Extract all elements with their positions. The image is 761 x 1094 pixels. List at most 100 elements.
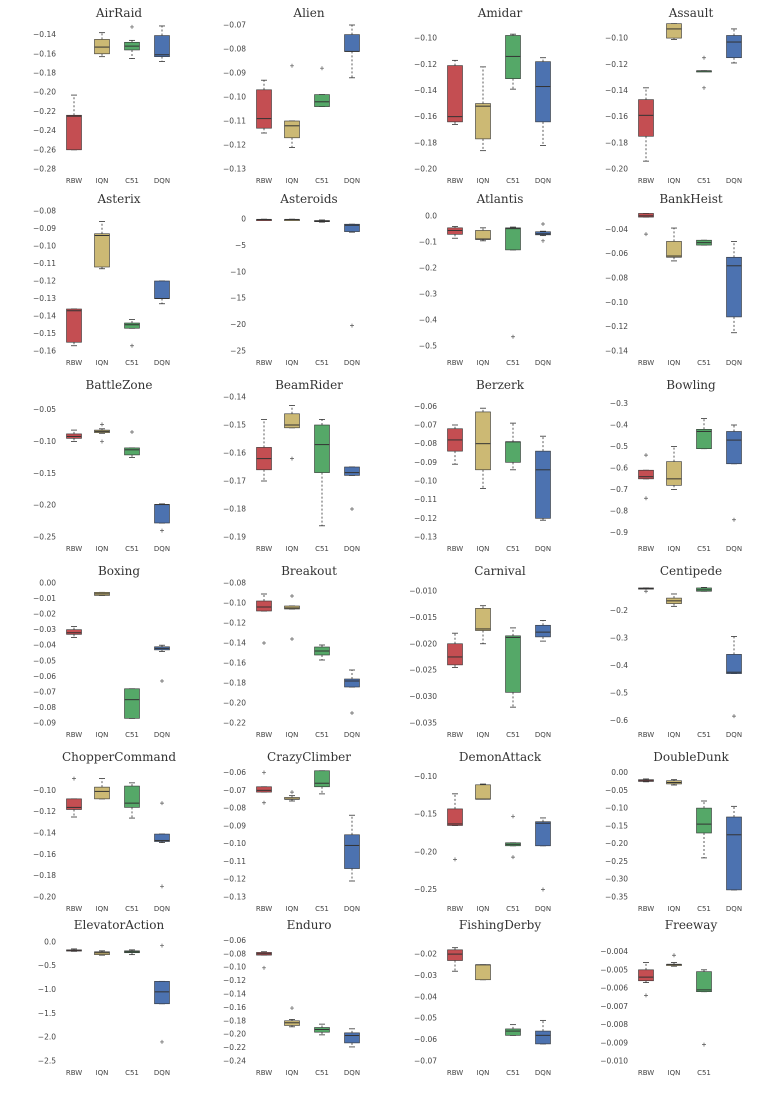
panel-atlantis: Atlantis −0.5 −0.4 −0.3 −0.2 −0.1 0.0 RBW IQN C51… <box>419 192 551 367</box>
y-tick-label: −0.008 <box>600 1020 628 1029</box>
box-body <box>314 94 330 107</box>
y-tick-label: −0.08 <box>414 439 437 448</box>
box-body <box>696 429 712 449</box>
box-dqn <box>535 57 551 146</box>
panel-title: ElevatorAction <box>74 918 165 932</box>
box-iqn <box>666 227 682 262</box>
x-tick-label: IQN <box>96 731 109 739</box>
x-tick-label: RBW <box>638 177 654 185</box>
y-tick-label: −5 <box>235 241 246 250</box>
y-tick-label: −0.10 <box>414 34 437 43</box>
box-iqn <box>666 23 682 40</box>
y-tick-label: −0.6 <box>610 716 628 725</box>
box-body <box>256 89 272 129</box>
box-dqn <box>154 280 170 305</box>
box-body <box>696 971 712 993</box>
x-tick-label: C51 <box>315 359 329 367</box>
flier-marker <box>644 232 648 237</box>
box-rbw <box>66 308 82 347</box>
y-tick-label: −0.10 <box>223 963 246 972</box>
y-tick-label: −0.06 <box>414 1035 437 1044</box>
y-tick-label: 0.00 <box>39 579 56 588</box>
box-body <box>344 34 360 52</box>
y-tick-label: −0.12 <box>605 322 628 331</box>
y-tick-label: −0.12 <box>223 141 246 150</box>
box-dqn <box>154 644 170 683</box>
y-tick-label: −1.0 <box>38 985 56 994</box>
x-tick-label: C51 <box>506 731 520 739</box>
box-body <box>94 786 110 800</box>
y-tick-label: −0.11 <box>223 857 246 866</box>
x-tick-label: DQN <box>154 905 170 913</box>
flier-marker <box>130 24 134 29</box>
y-tick-label: −0.22 <box>223 1043 246 1052</box>
box-body <box>154 981 170 1005</box>
panel-breakout: Breakout −0.22 −0.20 −0.18 −0.16 −0.14 −0.12 −0… <box>223 564 360 739</box>
panel-fishingderby: FishingDerby −0.07 −0.06 −0.05 −0.04 −0.03 −0.… <box>414 918 551 1077</box>
box-body <box>726 654 742 674</box>
y-tick-label: −0.01 <box>33 594 56 603</box>
box-rbw <box>447 424 463 465</box>
box-dqn <box>726 805 742 891</box>
y-tick-label: −0.7 <box>610 485 628 494</box>
x-tick-label: C51 <box>506 1069 520 1077</box>
box-c51 <box>696 586 712 592</box>
flier-marker <box>350 323 354 328</box>
y-tick-label: −0.16 <box>33 347 56 356</box>
box-dqn <box>154 943 170 1044</box>
box-body <box>344 678 360 688</box>
y-tick-label: −0.05 <box>414 1014 437 1023</box>
box-iqn <box>94 422 110 444</box>
box-iqn <box>284 1006 300 1028</box>
flier-marker <box>262 770 266 775</box>
y-tick-label: −0.22 <box>223 719 246 728</box>
y-tick-label: −0.4 <box>610 421 628 430</box>
y-tick-label: −0.15 <box>414 810 437 819</box>
box-iqn <box>475 964 491 981</box>
x-tick-label: DQN <box>154 731 170 739</box>
box-iqn <box>94 221 110 270</box>
x-tick-label: IQN <box>477 1069 490 1077</box>
y-tick-label: −0.03 <box>414 971 437 980</box>
box-body <box>726 431 742 465</box>
x-tick-label: IQN <box>96 359 109 367</box>
y-tick-label: −0.10 <box>223 93 246 102</box>
x-tick-label: RBW <box>66 177 82 185</box>
y-tick-label: −0.2 <box>610 606 628 615</box>
flier-marker <box>262 965 266 970</box>
box-dqn <box>535 435 551 521</box>
flier-marker <box>702 1042 706 1047</box>
y-tick-label: −0.16 <box>33 850 56 859</box>
y-tick-label: −0.18 <box>414 138 437 147</box>
box-body <box>726 35 742 59</box>
x-tick-label: RBW <box>638 731 654 739</box>
panel-title: FishingDerby <box>459 918 541 932</box>
y-tick-label: −0.20 <box>605 165 628 174</box>
box-body <box>475 411 491 471</box>
box-body <box>505 227 521 251</box>
box-iqn <box>284 63 300 148</box>
y-tick-label: −0.13 <box>33 294 56 303</box>
panel-title: AirRaid <box>95 6 143 20</box>
y-tick-label: −0.08 <box>223 949 246 958</box>
x-tick-label: RBW <box>256 905 272 913</box>
box-dqn <box>344 669 360 715</box>
box-dqn <box>726 241 742 334</box>
y-tick-label: −0.09 <box>223 821 246 830</box>
x-tick-label: RBW <box>256 1069 272 1077</box>
x-tick-label: C51 <box>125 731 139 739</box>
y-tick-label: −0.10 <box>414 477 437 486</box>
box-rbw <box>256 593 272 645</box>
box-body <box>475 964 491 981</box>
box-rbw <box>447 59 463 125</box>
x-tick-label: C51 <box>315 1069 329 1077</box>
y-tick-label: −0.11 <box>414 495 437 504</box>
x-tick-label: C51 <box>315 731 329 739</box>
box-iqn <box>666 779 682 786</box>
y-tick-label: −0.3 <box>419 289 437 298</box>
box-body <box>638 213 654 218</box>
box-body <box>505 35 521 79</box>
flier-marker <box>672 953 676 958</box>
flier-marker <box>262 800 266 805</box>
y-tick-label: −0.10 <box>33 242 56 251</box>
